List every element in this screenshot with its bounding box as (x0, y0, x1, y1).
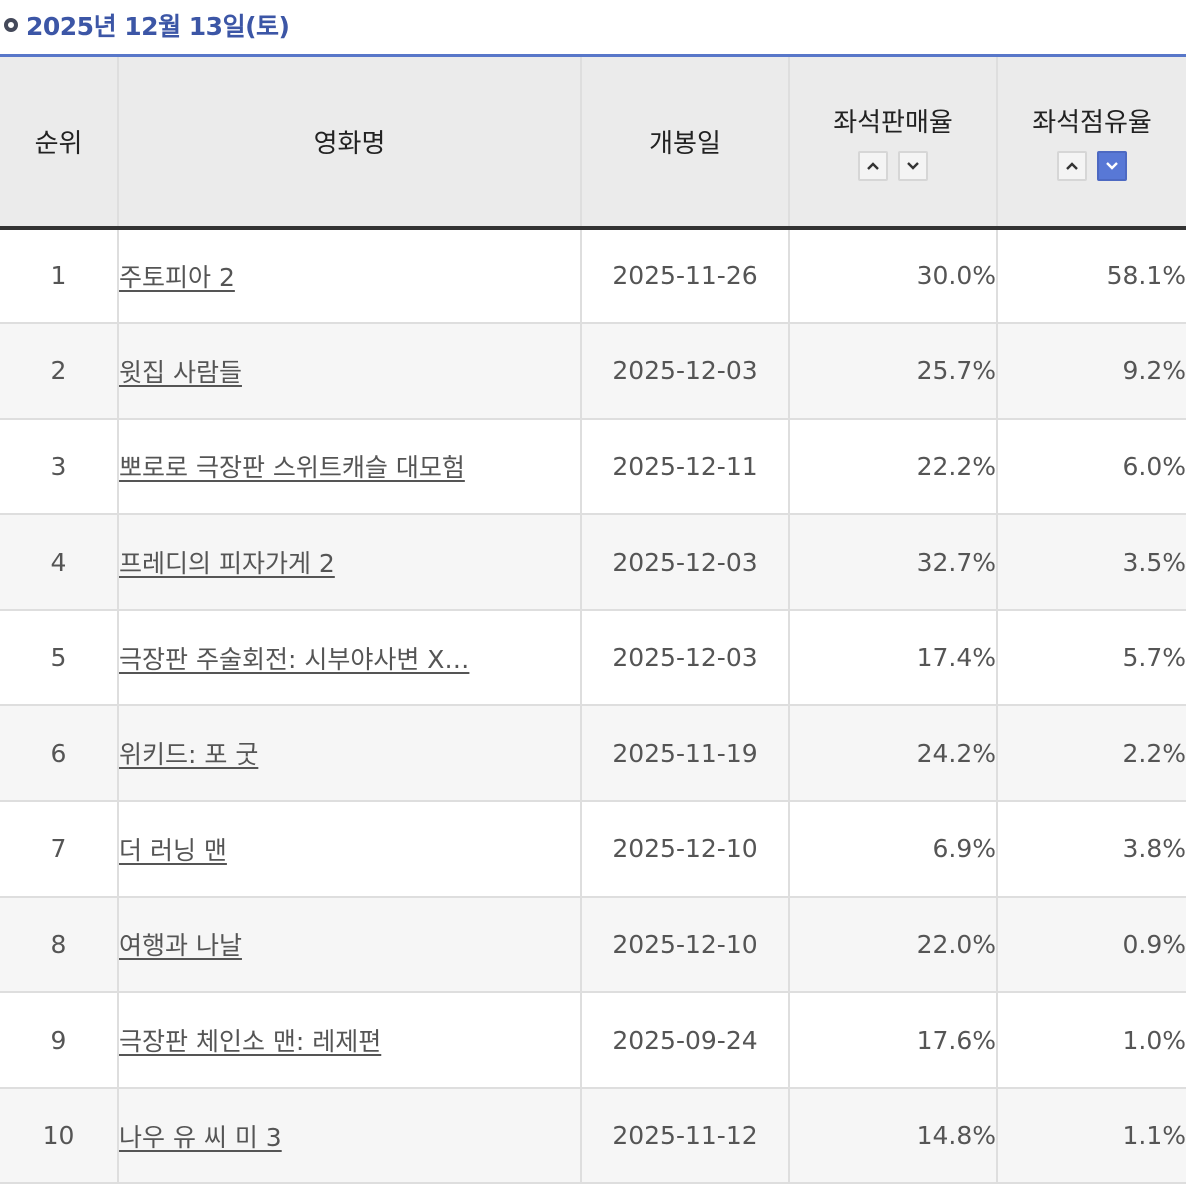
movie-title-link[interactable]: 극장판 주술회전: 시부야사변 X… (119, 644, 470, 674)
rank-cell: 3 (0, 417, 119, 516)
seat-share-sort-controls (998, 150, 1186, 181)
rank-cell: 1 (0, 227, 119, 325)
seat-sales-sort-controls (790, 150, 996, 181)
date-header: 2025년 12월 13일(토) (0, 0, 290, 50)
rank-cell: 5 (0, 608, 119, 707)
seat-share-cell: 5.7% (996, 608, 1186, 707)
release-date-cell: 2025-12-03 (580, 513, 790, 611)
seat-share-cell: 1.0% (996, 991, 1186, 1089)
title-cell: 나우 유 씨 미 3 (117, 1086, 582, 1185)
movie-title-link[interactable]: 주토피아 2 (119, 262, 235, 292)
header-seat-sales: 좌석판매율 (788, 54, 998, 230)
header-rank: 순위 (0, 54, 119, 230)
seat-share-cell: 58.1% (996, 227, 1186, 325)
seat-sales-cell: 32.7% (788, 513, 998, 611)
chevron-up-icon (1066, 162, 1078, 170)
date-title: 2025년 12월 13일(토) (26, 12, 290, 41)
release-date-cell: 2025-11-26 (580, 227, 790, 325)
rank-cell: 6 (0, 704, 119, 803)
rank-cell: 2 (0, 322, 119, 420)
release-date-cell: 2025-12-03 (580, 608, 790, 707)
chevron-down-icon (1106, 161, 1118, 170)
movie-title-link[interactable]: 위키드: 포 굿 (119, 740, 259, 770)
title-cell: 윗집 사람들 (117, 322, 582, 420)
title-cell: 여행과 나날 (117, 895, 582, 994)
seat-sales-cell: 25.7% (788, 322, 998, 420)
movie-title-link[interactable]: 윗집 사람들 (119, 357, 242, 387)
circle-bullet-icon (4, 18, 18, 32)
seat-sales-sort-up-button[interactable] (858, 150, 888, 181)
seat-sales-cell: 30.0% (788, 227, 998, 325)
release-date-cell: 2025-09-24 (580, 991, 790, 1089)
title-cell: 뽀로로 극장판 스위트캐슬 대모험 (117, 417, 582, 516)
title-cell: 프레디의 피자가게 2 (117, 513, 582, 611)
title-cell: 위키드: 포 굿 (117, 704, 582, 803)
rank-cell: 4 (0, 513, 119, 611)
seat-share-cell: 0.9% (996, 895, 1186, 994)
title-cell: 주토피아 2 (117, 227, 582, 325)
movie-title-link[interactable]: 프레디의 피자가게 2 (119, 549, 335, 579)
table-row: 9 극장판 체인소 맨: 레제편 2025-09-24 17.6% 1.0% (0, 991, 1186, 1089)
rank-cell: 9 (0, 991, 119, 1089)
table-header-row: 순위 영화명 개봉일 좌석판매율 (0, 54, 1186, 230)
release-date-cell: 2025-12-11 (580, 417, 790, 516)
seat-sales-cell: 22.2% (788, 417, 998, 516)
release-date-cell: 2025-12-10 (580, 895, 790, 994)
seat-share-cell: 3.5% (996, 513, 1186, 611)
release-date-cell: 2025-12-03 (580, 322, 790, 420)
seat-sales-cell: 14.8% (788, 1086, 998, 1185)
seat-share-cell: 9.2% (996, 322, 1186, 420)
seat-share-sort-up-button[interactable] (1057, 150, 1087, 181)
seat-share-cell: 6.0% (996, 417, 1186, 516)
seat-sales-cell: 22.0% (788, 895, 998, 994)
movie-title-link[interactable]: 더 러닝 맨 (119, 835, 227, 865)
title-cell: 극장판 체인소 맨: 레제편 (117, 991, 582, 1089)
rank-cell: 8 (0, 895, 119, 994)
header-release: 개봉일 (580, 54, 790, 230)
seat-ranking-table: 순위 영화명 개봉일 좌석판매율 (0, 54, 1186, 1185)
seat-share-cell: 2.2% (996, 704, 1186, 803)
table-row: 1 주토피아 2 2025-11-26 30.0% 58.1% (0, 227, 1186, 325)
table-row: 8 여행과 나날 2025-12-10 22.0% 0.9% (0, 895, 1186, 994)
release-date-cell: 2025-11-19 (580, 704, 790, 803)
release-date-cell: 2025-12-10 (580, 800, 790, 898)
movie-title-link[interactable]: 나우 유 씨 미 3 (119, 1122, 282, 1152)
release-date-cell: 2025-11-12 (580, 1086, 790, 1185)
header-seat-share: 좌석점유율 (996, 54, 1186, 230)
rank-cell: 10 (0, 1086, 119, 1185)
table-row: 5 극장판 주술회전: 시부야사변 X… 2025-12-03 17.4% 5.… (0, 608, 1186, 707)
seat-sales-cell: 6.9% (788, 800, 998, 898)
table-row: 6 위키드: 포 굿 2025-11-19 24.2% 2.2% (0, 704, 1186, 803)
seat-sales-cell: 24.2% (788, 704, 998, 803)
chevron-down-icon (907, 161, 919, 170)
seat-sales-cell: 17.6% (788, 991, 998, 1089)
rank-cell: 7 (0, 800, 119, 898)
seat-share-cell: 1.1% (996, 1086, 1186, 1185)
header-title: 영화명 (117, 54, 582, 230)
table-row: 4 프레디의 피자가게 2 2025-12-03 32.7% 3.5% (0, 513, 1186, 611)
table-row: 7 더 러닝 맨 2025-12-10 6.9% 3.8% (0, 800, 1186, 898)
movie-title-link[interactable]: 극장판 체인소 맨: 레제편 (119, 1027, 382, 1057)
table-row: 10 나우 유 씨 미 3 2025-11-12 14.8% 1.1% (0, 1086, 1186, 1185)
seat-sales-cell: 17.4% (788, 608, 998, 707)
table-row: 3 뽀로로 극장판 스위트캐슬 대모험 2025-12-11 22.2% 6.0… (0, 417, 1186, 516)
seat-sales-sort-down-button[interactable] (898, 150, 928, 181)
table-row: 2 윗집 사람들 2025-12-03 25.7% 9.2% (0, 322, 1186, 420)
movie-title-link[interactable]: 뽀로로 극장판 스위트캐슬 대모험 (119, 453, 465, 483)
title-cell: 극장판 주술회전: 시부야사변 X… (117, 608, 582, 707)
chevron-up-icon (867, 162, 879, 170)
seat-share-cell: 3.8% (996, 800, 1186, 898)
movie-title-link[interactable]: 여행과 나날 (119, 931, 242, 961)
seat-share-sort-down-button[interactable] (1097, 150, 1127, 181)
title-cell: 더 러닝 맨 (117, 800, 582, 898)
